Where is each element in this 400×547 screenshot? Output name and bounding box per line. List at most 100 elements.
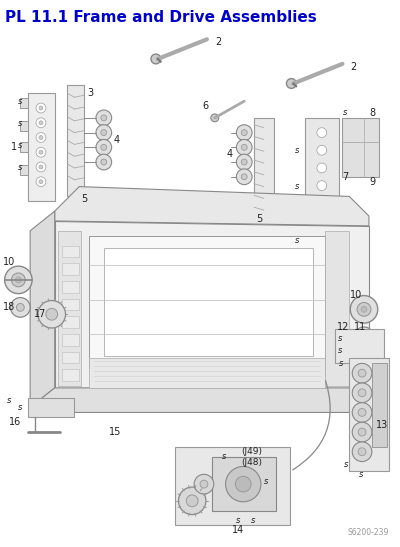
Polygon shape [342,118,379,177]
Text: PL 11.1 Frame and Drive Assemblies: PL 11.1 Frame and Drive Assemblies [5,10,316,25]
Circle shape [317,163,327,173]
Circle shape [352,403,372,422]
Circle shape [358,369,366,377]
Circle shape [286,79,296,89]
Circle shape [96,110,112,126]
Bar [62,369,79,381]
Text: s: s [344,460,349,469]
Polygon shape [89,358,325,388]
Bar [372,363,387,447]
Circle shape [358,389,366,397]
Circle shape [39,136,43,139]
Circle shape [317,127,327,137]
Text: s: s [251,516,256,525]
Circle shape [317,181,327,190]
Text: s: s [295,182,300,191]
Circle shape [101,115,107,121]
Circle shape [39,106,43,110]
Circle shape [38,300,66,328]
Text: 7: 7 [342,172,349,182]
Text: s: s [222,452,226,461]
Circle shape [357,302,371,316]
Circle shape [352,442,372,462]
Polygon shape [334,329,384,363]
Text: s: s [18,164,23,172]
Text: 16: 16 [8,417,21,427]
Text: 4: 4 [114,136,120,146]
Polygon shape [55,187,369,226]
Circle shape [350,295,378,323]
Circle shape [36,132,46,142]
Text: s: s [264,476,268,486]
Text: 15: 15 [109,427,121,437]
Text: s: s [359,470,364,479]
Circle shape [236,154,252,170]
Text: 12: 12 [336,322,349,332]
Circle shape [46,309,58,320]
Text: s: s [295,146,300,155]
Text: 11: 11 [354,322,366,332]
Circle shape [101,159,107,165]
Text: (J48): (J48) [241,458,262,467]
Polygon shape [349,358,388,472]
Text: S6200-239: S6200-239 [347,528,388,537]
Circle shape [235,476,251,492]
Polygon shape [20,142,28,152]
Circle shape [352,422,372,442]
Polygon shape [20,98,28,108]
Circle shape [194,474,214,494]
Circle shape [236,125,252,141]
Circle shape [361,306,367,312]
Circle shape [12,273,25,287]
Circle shape [5,266,32,294]
Circle shape [96,154,112,170]
Circle shape [241,144,247,150]
Bar [62,352,79,363]
Circle shape [36,177,46,187]
Circle shape [361,343,377,358]
Circle shape [36,118,46,127]
Circle shape [236,139,252,155]
Circle shape [211,114,219,122]
Text: s: s [338,346,342,355]
Text: 1: 1 [10,142,17,152]
Text: 2: 2 [215,37,221,47]
Circle shape [16,304,24,311]
Text: 8: 8 [369,108,375,118]
Bar [62,281,79,293]
Circle shape [39,121,43,125]
Circle shape [352,383,372,403]
Circle shape [317,199,327,208]
Circle shape [16,277,21,283]
Text: 14: 14 [232,525,244,536]
Text: 2: 2 [350,62,356,72]
Circle shape [358,409,366,416]
Text: s: s [342,108,347,118]
Text: s: s [18,119,23,128]
Text: s: s [18,97,23,106]
Polygon shape [20,121,28,131]
Circle shape [317,146,327,155]
Polygon shape [104,248,313,357]
Polygon shape [58,231,81,386]
Text: s: s [338,334,342,344]
Bar [62,263,79,275]
Polygon shape [30,388,369,412]
Text: 5: 5 [256,214,262,224]
Circle shape [241,159,247,165]
Text: s: s [295,236,300,245]
Circle shape [36,147,46,157]
Bar [62,246,79,257]
Circle shape [39,150,43,154]
Circle shape [317,234,327,243]
Circle shape [352,363,372,383]
Circle shape [241,174,247,180]
Polygon shape [20,165,28,175]
Text: s: s [18,403,23,412]
Circle shape [186,495,198,507]
Polygon shape [30,211,55,408]
Circle shape [36,103,46,113]
Circle shape [96,139,112,155]
Polygon shape [28,398,74,417]
Polygon shape [176,447,290,525]
